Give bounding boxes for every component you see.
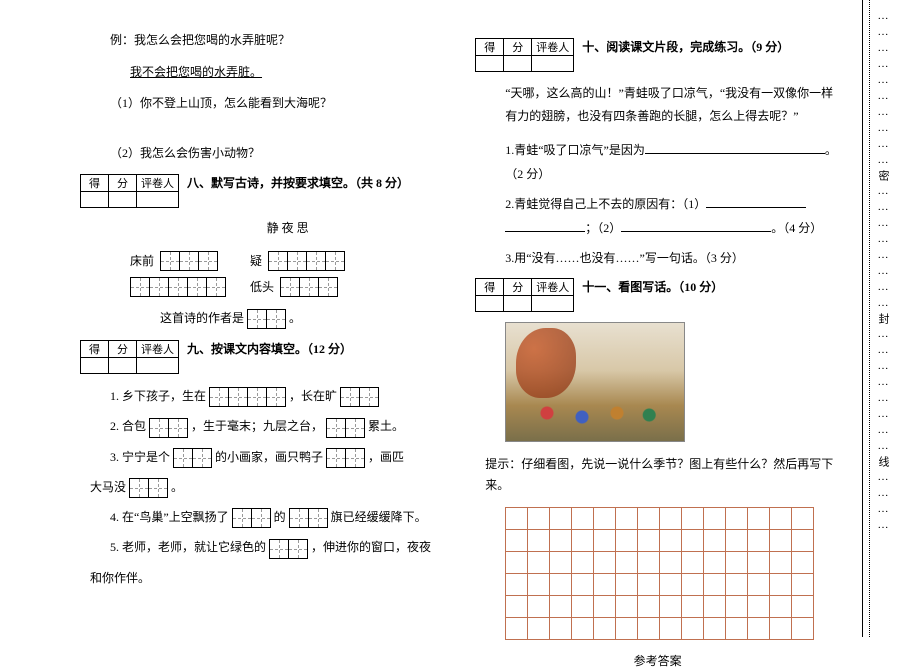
poem-text: 床前 — [130, 252, 154, 269]
question-2: （2）我怎么会伤害小动物？ — [80, 143, 435, 165]
score-box: 得分评卷人 — [475, 38, 574, 72]
example-question: 我怎么会把您喝的水弄脏呢？ — [134, 33, 290, 47]
section-10-header: 得分评卷人 十、阅读课文片段，完成练习。（9 分） — [475, 38, 840, 72]
reading-q1: 1.青蛙“吸了口凉气”是因为。（2 分） — [505, 138, 840, 186]
score-cell: 分 — [109, 175, 137, 192]
section-10-title: 十、阅读课文片段，完成练习。（9 分） — [582, 38, 789, 55]
writing-prompt: 提示：仔细看图，先说一说什么季节？图上有些什么？然后再写下来。 — [475, 454, 840, 497]
fill-3b: 大马没 。 — [90, 475, 435, 499]
binding-text: …………………………密……………………封……………………线………… — [877, 10, 888, 535]
example-line: 例：我怎么会把您喝的水弄脏呢？ — [80, 30, 435, 52]
section-11-title: 十一、看图写话。（10 分） — [582, 278, 723, 295]
section-8-title: 八、默写古诗，并按要求填空。（共 8 分） — [187, 174, 409, 191]
fill-5b: 和你作伴。 — [90, 566, 435, 590]
left-column: 例：我怎么会把您喝的水弄脏呢？ 我不会把您喝的水弄脏。 （1）你不登上山顶，怎么… — [80, 30, 455, 617]
poem-text: 疑 — [250, 252, 262, 269]
section-9-title: 九、按课文内容填空。（12 分） — [187, 340, 352, 357]
section-9-header: 得分评卷人 九、按课文内容填空。（12 分） — [80, 340, 435, 374]
score-cell: 评卷人 — [137, 175, 179, 192]
score-box: 得分评卷人 — [475, 278, 574, 312]
poem-line-2: 低头 — [130, 276, 435, 298]
reading-q2: 2.青蛙觉得自己上不去的原因有：（1） ；（2）。（4 分） — [505, 192, 840, 240]
section-11-header: 得分评卷人 十一、看图写话。（10 分） — [475, 278, 840, 312]
binding-edge: …………………………密……………………封……………………线………… — [862, 0, 902, 637]
writing-grid — [505, 507, 814, 640]
example-label: 例： — [110, 33, 134, 47]
reading-q3: 3.用“没有……也没有……”写一句话。（3 分） — [505, 246, 840, 270]
poem-line-1: 床前 疑 — [130, 250, 435, 272]
question-1: （1）你不登上山顶，怎么能看到大海呢？ — [80, 93, 435, 115]
reading-passage: “天哪，这么高的山！”青蛙吸了口凉气，“我没有一双像你一样有力的翅膀，也没有四条… — [475, 82, 840, 128]
poem-text: 低头 — [250, 278, 274, 295]
example-answer: 我不会把您喝的水弄脏。 — [80, 62, 435, 84]
fill-4: 4. 在“鸟巢”上空飘扬了 的 旗已经缓缓降下。 — [110, 505, 435, 529]
fill-1: 1. 乡下孩子，生在 ，长在旷 — [110, 384, 435, 408]
right-column: 得分评卷人 十、阅读课文片段，完成练习。（9 分） “天哪，这么高的山！”青蛙吸… — [455, 30, 840, 617]
poem-author-line: 这首诗的作者是 。 — [80, 308, 435, 330]
score-cell: 得 — [81, 175, 109, 192]
score-box: 得分评卷人 — [80, 340, 179, 374]
poem-author-label: 这首诗的作者是 — [160, 311, 244, 325]
score-box: 得分评卷人 — [80, 174, 179, 208]
fill-2: 2. 合包 ，生于毫末；九层之台， 累土。 — [110, 414, 435, 438]
fill-3: 3. 宁宁是个 的小画家，画只鸭子 ，画匹 — [110, 445, 435, 469]
poem-title: 静 夜 思 — [80, 218, 435, 240]
writing-prompt-image — [505, 322, 685, 442]
fill-5: 5. 老师，老师，就让它绿色的 ，伸进你的窗口，夜夜 — [110, 535, 435, 559]
answer-key: 参考答案 — [475, 652, 840, 669]
section-8-header: 得分评卷人 八、默写古诗，并按要求填空。（共 8 分） — [80, 174, 435, 208]
